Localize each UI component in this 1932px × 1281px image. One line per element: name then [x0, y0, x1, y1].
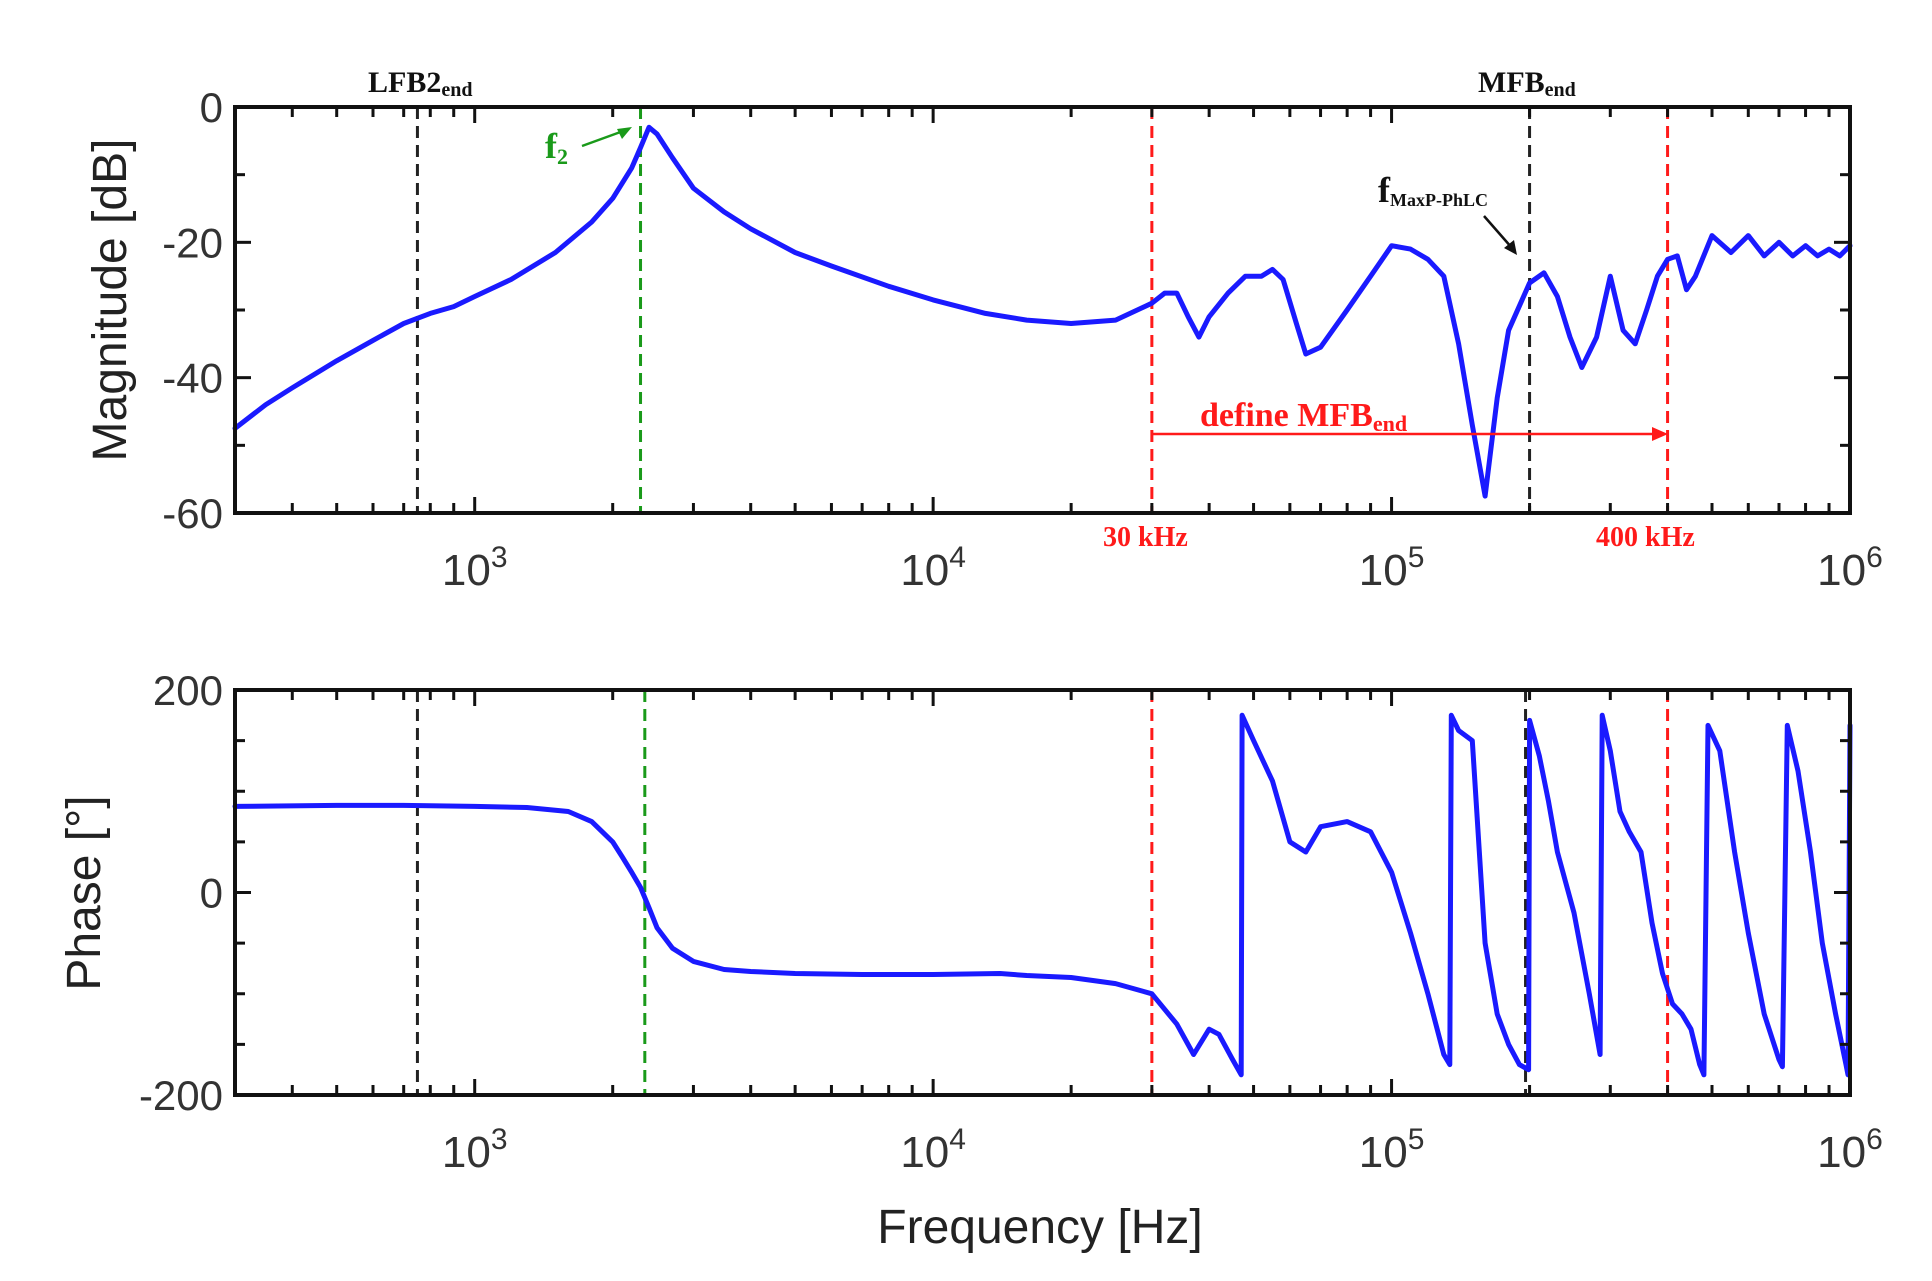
magnitude-panel: 0 -20 -40 -60 103 104 105 106 Magnitude …: [84, 66, 1883, 595]
magnitude-xtick-label: 104: [900, 541, 966, 595]
phase-xtick-label: 105: [1359, 1123, 1425, 1177]
phase-xtick-label: 106: [1817, 1123, 1883, 1177]
frequency-x-axis-label: Frequency [Hz]: [877, 1201, 1202, 1254]
fmax-arrowhead: [1504, 240, 1517, 255]
fmax-phlc-label: fMaxP-PhLC: [1378, 170, 1488, 210]
30khz-label: 30 kHz: [1103, 522, 1188, 553]
magnitude-ytick-label: -60: [162, 490, 223, 537]
phase-panel: 200 0 -200 103 104 105 106 Phase [°] Fre…: [58, 667, 1883, 1254]
define-mfb-arrowhead: [1652, 427, 1668, 441]
magnitude-ytick-label: -20: [162, 219, 223, 266]
phase-ytick-label: 200: [153, 667, 223, 714]
magnitude-xtick-label: 106: [1817, 541, 1883, 595]
define-mfb-end-label: define MFBend: [1200, 397, 1407, 436]
magnitude-xtick-label: 103: [442, 541, 508, 595]
magnitude-ticks: [233, 105, 1852, 515]
lfb2-end-label: LFB2end: [368, 66, 472, 101]
magnitude-ytick-label: 0: [200, 84, 223, 131]
phase-ytick-label: -200: [139, 1072, 223, 1119]
phase-xtick-label: 104: [900, 1123, 966, 1177]
phase-curve: [232, 712, 1853, 1078]
f2-arrow: [581, 128, 627, 148]
magnitude-axes-frame: [233, 105, 1852, 515]
400khz-label: 400 kHz: [1596, 522, 1695, 553]
phase-y-axis-label: Phase [°]: [58, 795, 111, 990]
phase-xtick-label: 103: [442, 1123, 508, 1177]
f2-peak-label: f2: [545, 126, 568, 169]
magnitude-xtick-label: 105: [1359, 541, 1425, 595]
magnitude-ytick-label: -40: [162, 355, 223, 402]
magnitude-y-axis-label: Magnitude [dB]: [84, 139, 137, 462]
phase-ytick-label: 0: [200, 870, 223, 917]
phase-reference-lines: [415, 690, 1670, 1095]
magnitude-curve: [232, 124, 1853, 499]
phase-ticks: [233, 688, 1852, 1097]
f2-arrowhead: [617, 127, 632, 139]
fmax-arrow: [1483, 215, 1513, 249]
mfb-end-label: MFBend: [1478, 66, 1576, 101]
magnitude-reference-lines: [415, 107, 1670, 513]
